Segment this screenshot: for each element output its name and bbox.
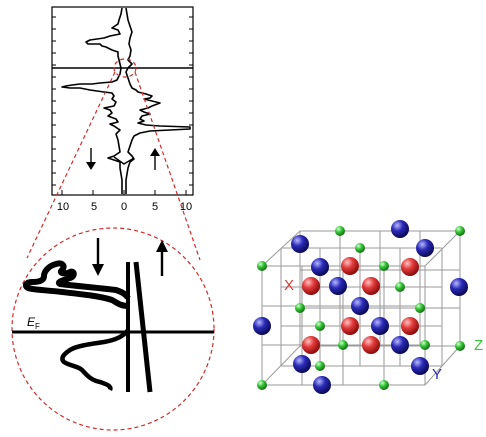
x-tick-label: 10 [57, 201, 69, 213]
dos-spin-down-arrow [86, 148, 96, 170]
z-atom [355, 243, 365, 253]
y-site-atoms [253, 220, 468, 394]
x-atom [302, 336, 320, 354]
fermi-label: EF [27, 315, 40, 331]
y-atom [391, 220, 409, 238]
inset-spin-up-arrow [156, 240, 168, 276]
x-tick-label: 0 [121, 201, 127, 213]
z-atom [315, 321, 325, 331]
y-atom [411, 357, 429, 375]
crystal-lattice: X Y Z [253, 220, 483, 394]
dos-frame [51, 6, 194, 196]
dos-spin-up-arrow [150, 148, 160, 170]
dos-panel: 10 5 0 5 10 [51, 6, 194, 213]
y-atom [291, 235, 309, 253]
x-atom [362, 277, 380, 295]
y-atom [329, 277, 347, 295]
x-atom [401, 317, 419, 335]
z-atom [395, 282, 405, 292]
inset-slanted-line [133, 261, 153, 393]
y-atom [351, 297, 369, 315]
left-ticks [52, 16, 56, 186]
z-atom [455, 341, 465, 351]
zoom-source-ellipse [113, 58, 137, 78]
x-site-atoms [302, 257, 419, 354]
y-atom [311, 258, 329, 276]
x-atom [341, 257, 359, 275]
y-atom [416, 239, 434, 257]
x-atom [341, 317, 359, 335]
z-site-atoms [257, 226, 465, 390]
x-tick-labels: 10 5 0 5 10 [57, 201, 192, 213]
zoom-connectors [11, 58, 215, 431]
spin-up-dos-curve [125, 7, 191, 194]
zoom-inset-circle [11, 227, 215, 431]
zoom-connector-left [26, 71, 116, 259]
z-atom [315, 361, 325, 371]
y-atom [293, 355, 311, 373]
x-atom [302, 277, 320, 295]
x-atom [362, 336, 380, 354]
x-tick-label: 5 [91, 201, 97, 213]
x-atom [401, 258, 419, 276]
z-atom [335, 226, 345, 236]
zoom-inset [12, 260, 214, 393]
z-atom [379, 261, 389, 271]
z-atom [415, 303, 425, 313]
z-atom [379, 380, 389, 390]
z-atom [257, 380, 267, 390]
y-atom [391, 336, 409, 354]
inset-spin-down-curve-lower [60, 328, 130, 392]
dos-tail-marker [113, 156, 135, 165]
inset-spin-down-curve-upper [22, 260, 131, 309]
inset-spin-down-arrow [92, 238, 104, 276]
x-site-label: X [284, 277, 294, 294]
y-atom [253, 317, 271, 335]
y-atom [313, 376, 331, 394]
z-atom [257, 261, 267, 271]
z-site-label: Z [474, 337, 483, 354]
y-atom [450, 278, 468, 296]
z-atom [338, 340, 348, 350]
x-tick-label: 10 [180, 201, 192, 213]
right-ticks [189, 16, 193, 186]
zoom-connector-right [134, 71, 201, 261]
y-atom [371, 317, 389, 335]
z-atom [295, 303, 305, 313]
z-atom [420, 340, 430, 350]
bottom-ticks [61, 190, 187, 195]
y-site-label: Y [432, 366, 442, 383]
z-atom [455, 226, 465, 236]
x-tick-label: 5 [152, 201, 158, 213]
spin-down-dos-curve [61, 7, 123, 194]
